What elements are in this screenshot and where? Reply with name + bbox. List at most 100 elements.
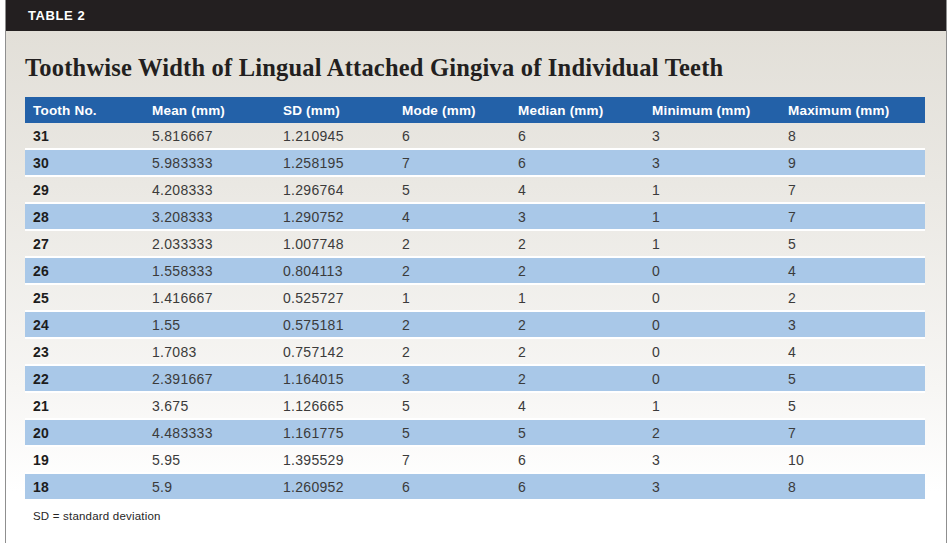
- table-cell: 3: [644, 123, 780, 149]
- table-card: TABLE 2 Toothwise Width of Lingual Attac…: [5, 0, 947, 543]
- table-cell: 5.9: [144, 473, 275, 500]
- table-cell: 2: [394, 257, 510, 284]
- table-cell: 2: [510, 365, 644, 392]
- table-cell: 1.260952: [275, 473, 394, 500]
- table-header-row: Tooth No.Mean (mm)SD (mm)Mode (mm)Median…: [25, 97, 925, 123]
- table-row: 204.4833331.1617755527: [25, 419, 925, 446]
- table-cell: 1: [510, 284, 644, 311]
- table-row: 305.9833331.2581957639: [25, 149, 925, 176]
- tooth-number-cell: 22: [25, 365, 144, 392]
- table-cell: 1: [644, 230, 780, 257]
- page: TABLE 2 Toothwise Width of Lingual Attac…: [0, 0, 950, 556]
- table-cell: 9: [780, 149, 925, 176]
- table-number-bar: TABLE 2: [6, 0, 946, 31]
- table-row: 272.0333331.0077482215: [25, 230, 925, 257]
- column-header: SD (mm): [275, 97, 394, 123]
- table-cell: 1: [644, 203, 780, 230]
- table-cell: 0.804113: [275, 257, 394, 284]
- table-cell: 5: [510, 419, 644, 446]
- table-row: 222.3916671.1640153205: [25, 365, 925, 392]
- table-cell: 3: [510, 203, 644, 230]
- table-cell: 1.416667: [144, 284, 275, 311]
- table-cell: 1.7083: [144, 338, 275, 365]
- table-cell: 7: [780, 176, 925, 203]
- column-header: Mean (mm): [144, 97, 275, 123]
- table-cell: 5: [780, 230, 925, 257]
- table-cell: 4: [510, 176, 644, 203]
- table-cell: 5: [780, 365, 925, 392]
- table-cell: 1.55: [144, 311, 275, 338]
- table-cell: 0: [644, 257, 780, 284]
- tooth-number-cell: 24: [25, 311, 144, 338]
- table-cell: 1.007748: [275, 230, 394, 257]
- table-cell: 0: [644, 284, 780, 311]
- table-row: 185.91.2609526638: [25, 473, 925, 500]
- table-cell: 2: [510, 311, 644, 338]
- table-cell: 3.675: [144, 392, 275, 419]
- tooth-number-cell: 27: [25, 230, 144, 257]
- table-cell: 3: [644, 446, 780, 473]
- table-cell: 0: [644, 365, 780, 392]
- table-cell: 10: [780, 446, 925, 473]
- table-cell: 2: [510, 230, 644, 257]
- tooth-number-cell: 21: [25, 392, 144, 419]
- table-cell: 1.161775: [275, 419, 394, 446]
- table-cell: 8: [780, 473, 925, 500]
- table-cell: 2: [510, 338, 644, 365]
- table-cell: 4: [394, 203, 510, 230]
- table-cell: 5: [780, 392, 925, 419]
- table-cell: 0.757142: [275, 338, 394, 365]
- column-header: Maximum (mm): [780, 97, 925, 123]
- table-cell: 7: [780, 203, 925, 230]
- table-cell: 1.558333: [144, 257, 275, 284]
- table-cell: 6: [510, 149, 644, 176]
- table-cell: 1.296764: [275, 176, 394, 203]
- table-cell: 6: [394, 123, 510, 149]
- table-cell: 0: [644, 311, 780, 338]
- table-cell: 5: [394, 176, 510, 203]
- table-cell: 1.164015: [275, 365, 394, 392]
- table-cell: 3: [644, 473, 780, 500]
- tooth-number-cell: 28: [25, 203, 144, 230]
- table-cell: 3: [644, 149, 780, 176]
- column-header: Median (mm): [510, 97, 644, 123]
- table-title: Toothwise Width of Lingual Attached Ging…: [25, 31, 927, 82]
- tooth-number-cell: 29: [25, 176, 144, 203]
- table-number-label: TABLE 2: [28, 8, 85, 23]
- table-cell: 0.575181: [275, 311, 394, 338]
- table-cell: 2: [394, 311, 510, 338]
- table-cell: 4.208333: [144, 176, 275, 203]
- table-row: 315.8166671.2109456638: [25, 123, 925, 149]
- table-cell: 1.126665: [275, 392, 394, 419]
- tooth-number-cell: 23: [25, 338, 144, 365]
- table-cell: 3: [394, 365, 510, 392]
- table-cell: 1: [644, 176, 780, 203]
- table-cell: 1.395529: [275, 446, 394, 473]
- table-cell: 5: [394, 419, 510, 446]
- table-cell: 2: [510, 257, 644, 284]
- table-row: 231.70830.7571422204: [25, 338, 925, 365]
- table-cell: 0: [644, 338, 780, 365]
- table-cell: 6: [394, 473, 510, 500]
- table-cell: 2: [394, 338, 510, 365]
- tooth-number-cell: 31: [25, 123, 144, 149]
- table-cell: 2: [644, 419, 780, 446]
- table-cell: 2.033333: [144, 230, 275, 257]
- tooth-number-cell: 19: [25, 446, 144, 473]
- card-content: Toothwise Width of Lingual Attached Ging…: [6, 31, 946, 543]
- table-footnote: SD = standard deviation: [25, 510, 927, 522]
- table-cell: 6: [510, 473, 644, 500]
- table-cell: 6: [510, 446, 644, 473]
- table-row: 241.550.5751812203: [25, 311, 925, 338]
- table-cell: 4: [780, 338, 925, 365]
- table-cell: 1.290752: [275, 203, 394, 230]
- column-header: Mode (mm): [394, 97, 510, 123]
- column-header: Minimum (mm): [644, 97, 780, 123]
- table-cell: 1: [644, 392, 780, 419]
- table-row: 261.5583330.8041132204: [25, 257, 925, 284]
- table-cell: 4.483333: [144, 419, 275, 446]
- tooth-number-cell: 30: [25, 149, 144, 176]
- table-cell: 7: [394, 149, 510, 176]
- table-cell: 4: [510, 392, 644, 419]
- table-cell: 2: [394, 230, 510, 257]
